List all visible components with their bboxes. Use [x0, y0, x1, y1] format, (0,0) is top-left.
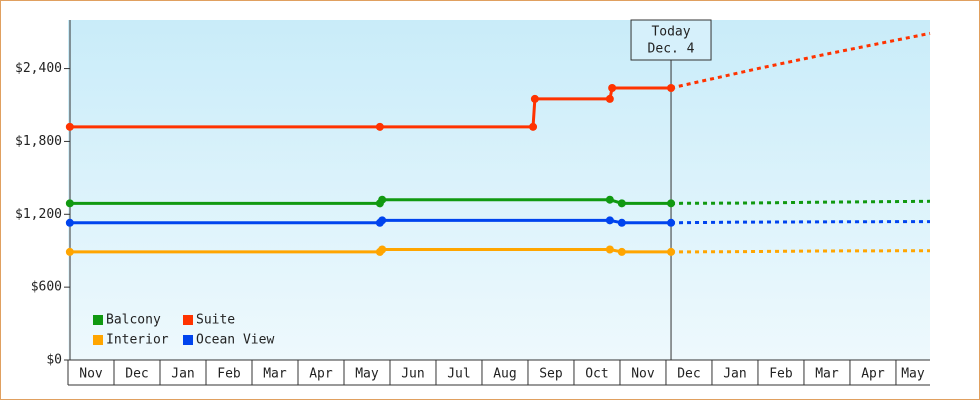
legend-swatch: [93, 335, 103, 345]
point: [65, 199, 74, 208]
point: [667, 84, 676, 92]
point: [605, 195, 614, 204]
y-tick-label: $2,400: [15, 61, 62, 76]
x-tick-label: Nov: [631, 367, 655, 382]
y-tick-label: $600: [31, 280, 62, 295]
x-tick-label: Jan: [171, 367, 194, 382]
x-tick-label: May: [355, 367, 379, 382]
series-line: [69, 218, 672, 225]
point: [530, 94, 539, 103]
point: [667, 199, 676, 208]
point: [605, 94, 614, 103]
legend-label: Suite: [196, 313, 235, 328]
legend-label: Interior: [106, 333, 169, 348]
point: [667, 218, 676, 227]
point: [617, 199, 626, 208]
point: [617, 218, 626, 227]
x-tick-label: Apr: [861, 367, 885, 382]
legend-label: Ocean View: [196, 333, 274, 348]
x-tick-label: Oct: [585, 367, 608, 382]
point: [608, 84, 617, 92]
point: [378, 216, 387, 225]
today-label: Dec. 4: [648, 42, 695, 57]
x-tick-label: Nov: [79, 367, 103, 382]
x-tick-label: Jan: [723, 367, 746, 382]
x-tick-label: Feb: [217, 367, 241, 382]
point: [65, 218, 74, 227]
point: [65, 247, 74, 256]
x-tick-label: May: [901, 367, 925, 382]
x-tick-label: Feb: [769, 367, 793, 382]
point: [375, 122, 384, 131]
y-tick-label: $1,800: [15, 134, 62, 149]
point: [605, 245, 614, 254]
point: [529, 122, 538, 131]
legend-swatch: [183, 335, 193, 345]
x-tick-label: Jul: [447, 367, 470, 382]
x-tick-label: Sep: [539, 367, 563, 382]
plot-area: [68, 20, 930, 360]
x-tick-label: Mar: [815, 367, 839, 382]
x-tick-label: Apr: [309, 367, 333, 382]
x-tick-label: Dec: [677, 367, 700, 382]
point: [667, 247, 676, 256]
legend-label: Balcony: [106, 313, 161, 328]
legend-swatch: [183, 315, 193, 325]
today-box: [630, 19, 712, 61]
y-tick-label: $1,200: [15, 207, 62, 222]
point: [605, 216, 614, 225]
y-tick-label: $0: [46, 353, 62, 368]
x-tick-label: Aug: [493, 367, 516, 382]
x-tick-label: Jun: [401, 367, 424, 382]
x-tick-label: Dec: [125, 367, 148, 382]
legend-swatch: [93, 315, 103, 325]
x-tick-label: Mar: [263, 367, 287, 382]
point: [65, 122, 74, 131]
series-line: [69, 248, 672, 254]
series-line: [69, 198, 672, 205]
today-label: Today: [651, 25, 690, 40]
point: [617, 247, 626, 256]
point: [378, 195, 387, 204]
point: [378, 245, 387, 254]
